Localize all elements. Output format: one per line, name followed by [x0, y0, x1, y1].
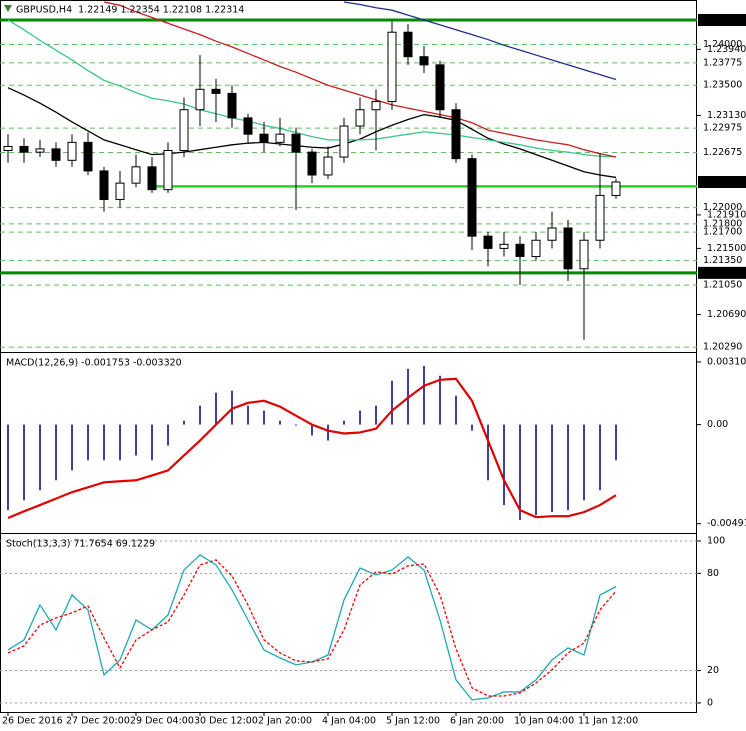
level-label: 1.24300: [703, 14, 742, 25]
candle-body: [387, 31, 397, 103]
candle-body: [67, 141, 77, 161]
level-label: 1.20290: [703, 342, 742, 353]
y-tick-label: 1.23130: [707, 110, 746, 121]
level-label: 1.21050: [703, 280, 742, 291]
x-tick-label: 27 Dec 20:00: [66, 716, 130, 727]
moving-average: [343, 1, 617, 81]
y-tick-label: 0.003106: [707, 356, 746, 367]
candle-body: [435, 64, 445, 111]
candle-body: [275, 133, 285, 143]
candle-body: [147, 166, 157, 191]
level-label: 1.23775: [703, 57, 742, 68]
level-label: 1.21700: [703, 227, 742, 238]
moving-average: [7, 19, 617, 158]
price-label: 1.22314: [703, 176, 742, 187]
candle-body: [131, 166, 141, 184]
candle-body: [499, 243, 509, 249]
x-tick-label: 2 Jan 20:00: [258, 716, 312, 727]
x-tick-label: 5 Jan 12:00: [386, 716, 440, 727]
candle-body: [195, 88, 205, 111]
y-tick-label: 100: [707, 535, 725, 546]
y-tick-label: 20: [707, 665, 719, 676]
candle-body: [259, 133, 269, 143]
level-label: 1.22675: [703, 147, 742, 158]
y-tick-label: 80: [707, 568, 719, 579]
candle-body: [355, 109, 365, 127]
candle-body: [371, 101, 381, 111]
macd-signal: [7, 377, 617, 519]
stoch-signal: [7, 559, 617, 697]
y-tick-label: 1.21500: [707, 243, 746, 254]
y-tick-label: 1.23940: [707, 44, 746, 55]
x-tick-label: 11 Jan 12:00: [578, 716, 638, 727]
y-tick-label: 1.20690: [707, 309, 746, 320]
y-tick-label: -0.004912: [707, 518, 746, 529]
y-tick-label: 0: [707, 697, 713, 708]
pane-title: GBPUSD,H4 1.22149 1.22354 1.22108 1.2231…: [16, 5, 244, 16]
level-label: 1.24000: [703, 39, 742, 50]
pane-title: MACD(12,26,9) -0.001753 -0.003320: [6, 358, 182, 369]
x-tick-label: 4 Jan 04:00: [322, 716, 376, 727]
candle-body: [563, 227, 573, 270]
moving-average: [103, 1, 617, 158]
level-label: 1.23500: [703, 80, 742, 91]
x-tick-label: 10 Jan 04:00: [514, 716, 574, 727]
y-tick-label: 1.21910: [707, 209, 746, 220]
candle-body: [35, 148, 45, 153]
candle-body: [83, 141, 93, 172]
candle-body: [451, 109, 461, 160]
moving-average: [7, 87, 617, 179]
candle-body: [179, 109, 189, 152]
y-tick-label: 0.00: [707, 419, 728, 430]
x-tick-label: 26 Dec 2016: [2, 716, 63, 727]
candle-body: [3, 145, 13, 152]
plot-frame: [0, 0, 697, 713]
candle-body: [547, 227, 557, 241]
candle-body: [419, 56, 429, 66]
candle-body: [595, 194, 605, 241]
symbol-icon: [4, 5, 12, 12]
candle-body: [531, 239, 541, 258]
candle-body: [307, 151, 317, 176]
candle-body: [467, 158, 477, 237]
candle-body: [339, 125, 349, 158]
level-label: 1.22975: [703, 123, 742, 134]
candle-body: [483, 235, 493, 249]
candle-body: [51, 148, 61, 161]
level-label: 1.21350: [703, 255, 742, 266]
level-label-box: [698, 266, 746, 279]
level-label: 1.22000: [703, 202, 742, 213]
level-label-box: [698, 13, 746, 26]
candle-body: [243, 117, 253, 135]
candle-body: [403, 31, 413, 58]
price-label-box: [698, 175, 746, 188]
candle-body: [163, 150, 173, 191]
candle-body: [611, 181, 621, 196]
x-tick-label: 29 Dec 04:00: [130, 716, 194, 727]
candle-body: [211, 88, 221, 94]
candle-body: [579, 239, 589, 270]
candle-body: [291, 133, 301, 153]
x-tick-label: 30 Dec 12:00: [194, 716, 258, 727]
candle-body: [227, 92, 237, 119]
level-label: 1.21800: [703, 218, 742, 229]
pane-title: Stoch(13,3,3) 71.7654 69.1229: [6, 539, 155, 550]
candle-body: [19, 145, 29, 153]
x-tick-label: 6 Jan 20:00: [450, 716, 504, 727]
candle-body: [99, 170, 109, 200]
candle-body: [323, 156, 333, 176]
level-label: 1.21200: [703, 267, 742, 278]
candle-body: [515, 243, 525, 258]
candle-body: [115, 182, 125, 200]
